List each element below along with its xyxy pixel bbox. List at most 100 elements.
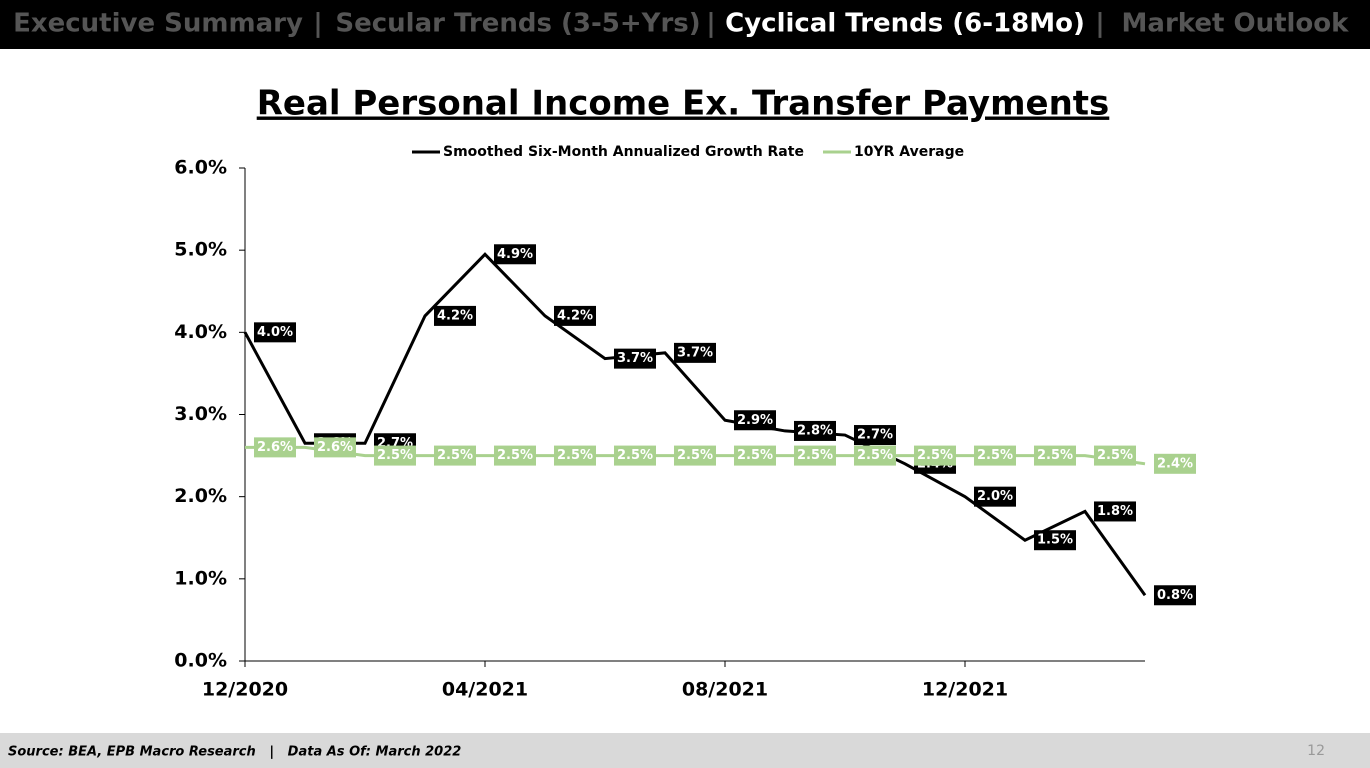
data-label: 2.5% bbox=[434, 445, 476, 466]
data-label: 4.2% bbox=[434, 305, 476, 326]
data-label-box bbox=[494, 445, 536, 466]
data-label-box bbox=[674, 445, 716, 466]
data-label-text: 2.4% bbox=[1157, 456, 1193, 471]
y-tick-label: 5.0% bbox=[174, 239, 227, 261]
data-label-box bbox=[1154, 585, 1196, 606]
nav-separator: | bbox=[1095, 9, 1105, 39]
series-line bbox=[243, 252, 1147, 597]
y-tick-label: 4.0% bbox=[174, 321, 227, 343]
data-label-text: 2.0% bbox=[977, 489, 1013, 504]
data-label-text: 2.5% bbox=[557, 448, 593, 463]
data-label-box bbox=[1154, 453, 1196, 474]
data-label: 2.5% bbox=[614, 445, 656, 466]
data-label: 2.9% bbox=[734, 410, 776, 431]
data-label-text: 2.5% bbox=[1037, 448, 1073, 463]
data-label-box bbox=[794, 420, 836, 441]
data-label-text: 2.5% bbox=[737, 448, 773, 463]
nav-item[interactable]: Secular Trends (3-5+Yrs) bbox=[335, 9, 700, 39]
data-label-text: 3.7% bbox=[677, 345, 713, 360]
data-label-text: 2.5% bbox=[797, 448, 833, 463]
data-label-box bbox=[974, 445, 1016, 466]
data-label-text: 2.5% bbox=[677, 448, 713, 463]
data-label-text: 3.7% bbox=[617, 351, 653, 366]
data-label-text: 1.5% bbox=[1037, 533, 1073, 548]
data-label-box bbox=[254, 322, 296, 343]
nav-item[interactable]: Market Outlook bbox=[1122, 9, 1350, 39]
x-tick-label: 12/2021 bbox=[922, 679, 1008, 701]
data-label: 2.0% bbox=[974, 486, 1016, 507]
data-label-text: 2.6% bbox=[317, 440, 353, 455]
data-label: 4.9% bbox=[494, 244, 536, 265]
data-label-box bbox=[674, 342, 716, 363]
data-label-text: 2.8% bbox=[797, 423, 833, 438]
nav-separator: | bbox=[706, 9, 716, 39]
x-tick-label: 08/2021 bbox=[682, 679, 768, 701]
nav-item[interactable]: Cyclical Trends (6-18Mo) bbox=[725, 9, 1085, 39]
legend-label: Smoothed Six-Month Annualized Growth Rat… bbox=[443, 144, 804, 160]
data-label-text: 2.6% bbox=[257, 440, 293, 455]
data-label-box bbox=[554, 445, 596, 466]
data-label-text: 2.7% bbox=[857, 428, 893, 443]
data-label-text: 4.2% bbox=[557, 308, 593, 323]
data-label: 2.5% bbox=[854, 445, 896, 466]
data-label-box bbox=[1034, 530, 1076, 551]
data-label-text: 2.5% bbox=[1097, 448, 1133, 463]
data-label-text: 4.9% bbox=[497, 247, 533, 262]
data-label-box bbox=[1034, 445, 1076, 466]
data-label-box bbox=[734, 410, 776, 431]
data-label-box bbox=[854, 425, 896, 446]
data-label-box bbox=[794, 445, 836, 466]
data-label: 2.8% bbox=[794, 420, 836, 441]
data-label: 2.5% bbox=[374, 445, 416, 466]
data-label: 2.5% bbox=[794, 445, 836, 466]
data-label: 2.5% bbox=[914, 445, 956, 466]
y-tick-label: 1.0% bbox=[174, 567, 227, 589]
legend-label: 10YR Average bbox=[854, 144, 964, 160]
nav-item[interactable]: Executive Summary bbox=[13, 9, 303, 39]
data-label: 1.8% bbox=[1094, 501, 1136, 522]
data-label-text: 1.8% bbox=[1097, 504, 1133, 519]
data-label-text: 2.5% bbox=[857, 448, 893, 463]
data-label-text: 4.0% bbox=[257, 325, 293, 340]
data-label-box bbox=[254, 437, 296, 458]
data-label-text: 0.8% bbox=[1157, 588, 1193, 603]
nav-separator: | bbox=[313, 9, 323, 39]
data-label-box bbox=[434, 445, 476, 466]
footer-bar bbox=[0, 733, 1370, 768]
data-label: 0.8% bbox=[1154, 585, 1196, 606]
data-label-box bbox=[434, 305, 476, 326]
data-label-text: 2.5% bbox=[917, 448, 953, 463]
nav-bar bbox=[0, 0, 1370, 49]
data-label: 1.5% bbox=[1034, 530, 1076, 551]
data-label-text: 2.5% bbox=[437, 448, 473, 463]
data-label: 2.5% bbox=[1094, 445, 1136, 466]
data-label-box bbox=[314, 437, 356, 458]
data-label: 2.5% bbox=[554, 445, 596, 466]
footer-source: Source: BEA, EPB Macro Research | Data A… bbox=[8, 745, 461, 760]
data-label: 2.6% bbox=[254, 437, 296, 458]
data-label-box bbox=[974, 486, 1016, 507]
x-tick-label: 12/2020 bbox=[202, 679, 288, 701]
data-label-text: 2.9% bbox=[737, 413, 773, 428]
y-tick-label: 0.0% bbox=[174, 650, 227, 672]
chart-title: Real Personal Income Ex. Transfer Paymen… bbox=[257, 84, 1110, 124]
data-label-box bbox=[614, 348, 656, 369]
data-label: 3.7% bbox=[674, 342, 716, 363]
data-label-text: 4.2% bbox=[437, 308, 473, 323]
data-label-box bbox=[1094, 501, 1136, 522]
data-label-text: 2.5% bbox=[497, 448, 533, 463]
data-label-box bbox=[554, 305, 596, 326]
x-tick-label: 04/2021 bbox=[442, 679, 528, 701]
page-number: 12 bbox=[1307, 743, 1325, 759]
data-label-box bbox=[374, 445, 416, 466]
data-label-box bbox=[1094, 445, 1136, 466]
data-label: 2.7% bbox=[854, 425, 896, 446]
data-label: 2.5% bbox=[1034, 445, 1076, 466]
data-label-box bbox=[914, 445, 956, 466]
data-label-text: 2.5% bbox=[377, 448, 413, 463]
y-tick-label: 2.0% bbox=[174, 485, 227, 507]
data-label-text: 2.5% bbox=[977, 448, 1013, 463]
data-label-box bbox=[734, 445, 776, 466]
data-label-box bbox=[854, 445, 896, 466]
